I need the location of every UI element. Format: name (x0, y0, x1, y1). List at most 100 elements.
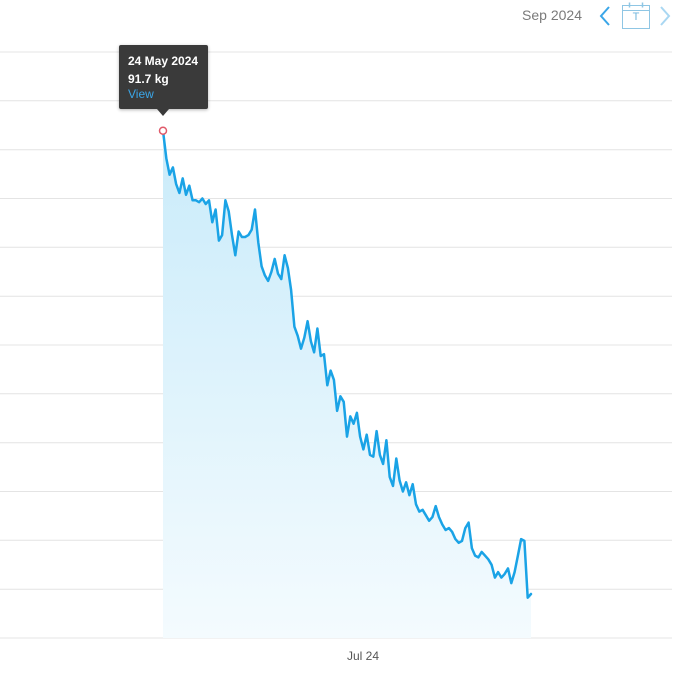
data-point[interactable] (218, 240, 220, 242)
data-point[interactable] (431, 516, 433, 518)
data-point[interactable] (454, 538, 456, 540)
data-point[interactable] (402, 491, 404, 493)
data-point[interactable] (310, 340, 312, 342)
data-point[interactable] (343, 401, 345, 403)
data-point[interactable] (497, 571, 499, 573)
data-point[interactable] (382, 463, 384, 465)
data-point[interactable] (198, 201, 200, 203)
data-point[interactable] (231, 234, 233, 236)
data-point[interactable] (333, 379, 335, 381)
data-point[interactable] (517, 555, 519, 557)
data-point[interactable] (211, 221, 213, 223)
data-point[interactable] (221, 234, 223, 236)
data-point[interactable] (336, 410, 338, 412)
data-point[interactable] (385, 439, 387, 441)
data-point[interactable] (418, 511, 420, 513)
data-point[interactable] (520, 538, 522, 540)
data-point[interactable] (293, 326, 295, 328)
data-point[interactable] (234, 254, 236, 256)
data-point[interactable] (307, 320, 309, 322)
data-point[interactable] (356, 412, 358, 414)
data-point[interactable] (448, 527, 450, 529)
data-point[interactable] (435, 505, 437, 507)
data-point[interactable] (247, 234, 249, 236)
data-point[interactable] (326, 384, 328, 386)
data-point[interactable] (438, 516, 440, 518)
data-point[interactable] (261, 265, 263, 267)
data-point[interactable] (412, 483, 414, 485)
data-point[interactable] (392, 485, 394, 487)
data-point[interactable] (244, 236, 246, 238)
data-point[interactable] (320, 355, 322, 357)
next-period-arrow-icon[interactable] (656, 4, 674, 28)
data-point[interactable] (477, 556, 479, 558)
data-point[interactable] (238, 231, 240, 233)
data-point[interactable] (372, 456, 374, 458)
data-point[interactable] (494, 577, 496, 579)
data-point[interactable] (323, 353, 325, 355)
data-point[interactable] (500, 577, 502, 579)
data-point[interactable] (251, 229, 253, 231)
data-point[interactable] (208, 199, 210, 201)
data-point[interactable] (313, 351, 315, 353)
data-point[interactable] (491, 564, 493, 566)
data-point[interactable] (445, 529, 447, 531)
data-point[interactable] (441, 524, 443, 526)
data-point[interactable] (464, 527, 466, 529)
data-point[interactable] (422, 509, 424, 511)
data-point[interactable] (192, 199, 194, 201)
data-point[interactable] (280, 278, 282, 280)
data-point[interactable] (297, 335, 299, 337)
data-point[interactable] (523, 540, 525, 542)
data-point[interactable] (303, 337, 305, 339)
data-point[interactable] (300, 348, 302, 350)
data-point[interactable] (510, 582, 512, 584)
data-point[interactable] (257, 242, 259, 244)
data-point[interactable] (165, 157, 167, 159)
data-point[interactable] (474, 555, 476, 557)
data-point[interactable] (284, 254, 286, 256)
data-point[interactable] (178, 192, 180, 194)
data-point[interactable] (514, 571, 516, 573)
data-point[interactable] (270, 271, 272, 273)
data-point[interactable] (527, 597, 529, 599)
data-point[interactable] (215, 209, 217, 211)
data-point[interactable] (228, 210, 230, 212)
data-point[interactable] (359, 436, 361, 438)
data-point[interactable] (169, 174, 171, 176)
data-point[interactable] (330, 370, 332, 372)
calendar-today-button[interactable]: T (621, 2, 651, 30)
data-point[interactable] (504, 573, 506, 575)
data-point[interactable] (172, 166, 174, 168)
data-point[interactable] (349, 415, 351, 417)
data-point[interactable] (339, 395, 341, 397)
data-point[interactable] (185, 194, 187, 196)
data-point[interactable] (415, 503, 417, 505)
data-point[interactable] (408, 494, 410, 496)
data-point[interactable] (405, 481, 407, 483)
data-point[interactable] (389, 476, 391, 478)
data-point[interactable] (399, 480, 401, 482)
data-point[interactable] (316, 328, 318, 330)
data-point[interactable] (395, 458, 397, 460)
data-point[interactable] (290, 289, 292, 291)
data-point[interactable] (471, 547, 473, 549)
data-point[interactable] (362, 448, 364, 450)
data-point[interactable] (366, 434, 368, 436)
data-point[interactable] (369, 454, 371, 456)
data-point[interactable] (530, 593, 532, 595)
data-point[interactable] (451, 531, 453, 533)
data-point[interactable] (425, 514, 427, 516)
data-point[interactable] (507, 567, 509, 569)
data-point[interactable] (428, 520, 430, 522)
data-point[interactable] (376, 430, 378, 432)
data-point[interactable] (175, 183, 177, 185)
data-point[interactable] (182, 177, 184, 179)
tooltip-view-link[interactable]: View (128, 87, 154, 101)
data-point[interactable] (205, 203, 207, 205)
data-point[interactable] (346, 436, 348, 438)
data-point[interactable] (379, 454, 381, 456)
data-point[interactable] (353, 423, 355, 425)
data-point[interactable] (277, 273, 279, 275)
